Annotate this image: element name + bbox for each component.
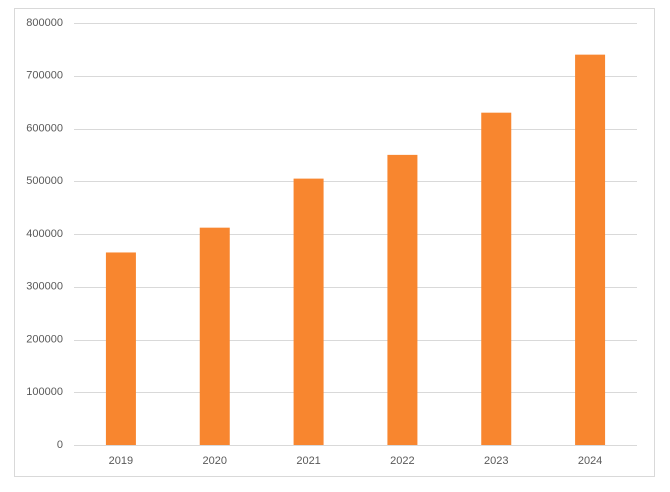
y-tick-label: 100000: [26, 386, 63, 398]
x-tick-label: 2021: [296, 455, 320, 467]
x-tick-label: 2024: [578, 455, 602, 467]
bar: [387, 154, 418, 445]
y-tick-label: 400000: [26, 228, 63, 240]
bar: [481, 112, 512, 446]
y-tick-label: 300000: [26, 281, 63, 293]
y-tick-label: 600000: [26, 122, 63, 134]
bar: [199, 227, 230, 445]
y-tick-label: 500000: [26, 175, 63, 187]
y-tick-label: 700000: [26, 70, 63, 82]
y-tick-label: 800000: [26, 17, 63, 29]
bar: [105, 252, 136, 445]
y-tick-label: 200000: [26, 333, 63, 345]
bar: [293, 178, 324, 446]
x-tick-label: 2022: [390, 455, 414, 467]
x-tick-label: 2020: [203, 455, 227, 467]
bar: [575, 54, 606, 446]
x-tick-label: 2023: [484, 455, 508, 467]
y-tick-label: 0: [57, 439, 63, 451]
x-tick-label: 2019: [109, 455, 133, 467]
